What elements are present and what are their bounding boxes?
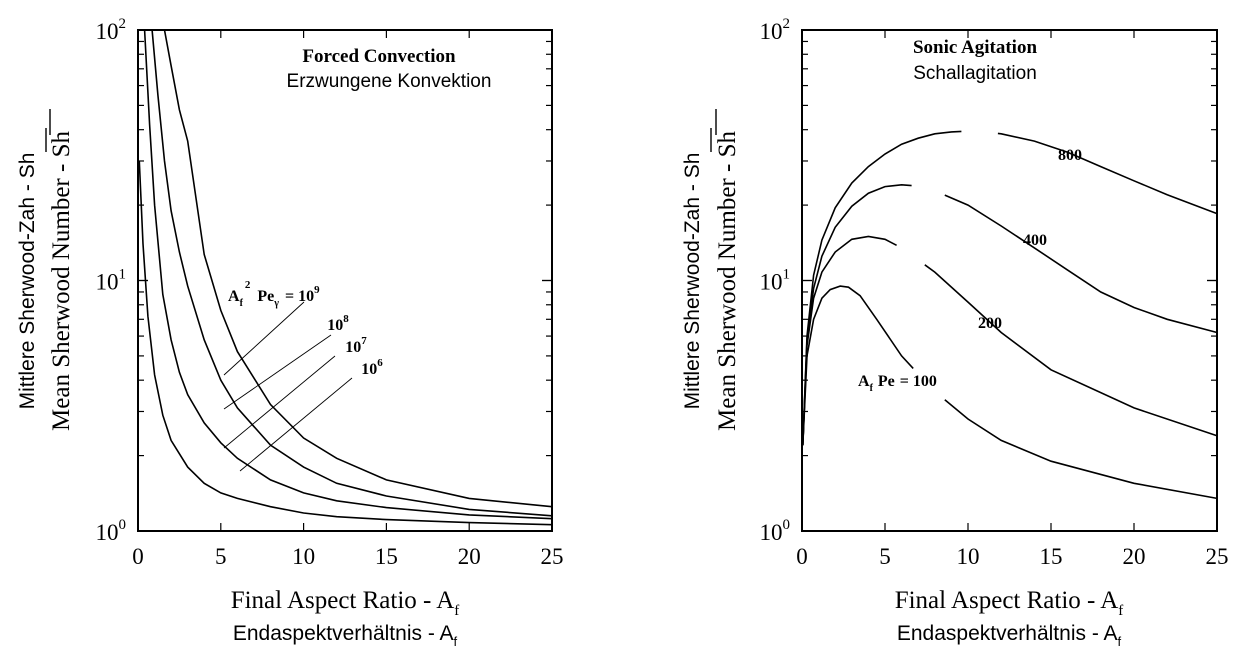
series-labels: 800 400 200 bbox=[978, 147, 1082, 332]
y-tick-label: 102 bbox=[760, 16, 791, 44]
x-tick-label: 10 bbox=[292, 544, 315, 569]
series-curve bbox=[802, 183, 912, 446]
series-label: 800 bbox=[1058, 147, 1082, 164]
series-curve bbox=[138, 160, 553, 526]
series-label: 108 bbox=[327, 313, 349, 334]
curves bbox=[138, 29, 553, 526]
chart-subtitle: Erzwungene Konvektion bbox=[287, 71, 492, 92]
x-tick-labels: 0 5 10 15 20 25 bbox=[132, 544, 563, 569]
param-eq: = 10 bbox=[285, 288, 314, 305]
y-axis-label: Mean Sherwood Number - Sh bbox=[48, 131, 75, 431]
x-tick-labels: 0 5 10 15 20 25 bbox=[796, 544, 1228, 569]
sonic-agitation-chart: 0 5 10 15 20 25 100 101 102 800 400 200 Sonic Agi… bbox=[681, 16, 1229, 646]
param-a: A bbox=[858, 373, 870, 390]
series-curve bbox=[802, 235, 897, 446]
y-tick-labels: 100 101 102 bbox=[96, 16, 127, 545]
y-axis-label-de-group: Mittlere Sherwood-Zah - Sh bbox=[16, 153, 39, 410]
y-axis-label-de: Mittlere Sherwood-Zah - Sh bbox=[681, 153, 704, 410]
param-pe-sub: γ bbox=[273, 298, 279, 309]
curves bbox=[802, 130, 1218, 500]
series-curve bbox=[151, 29, 553, 517]
x-axis-label: Final Aspect Ratio - Af bbox=[895, 587, 1124, 619]
y-tick-label: 102 bbox=[96, 16, 127, 44]
y-axis-label-en: Mean Sherwood Number - Sh bbox=[48, 131, 75, 431]
param-a-sup: 2 bbox=[245, 279, 251, 291]
series-curve bbox=[802, 285, 914, 446]
series-curve bbox=[997, 132, 1218, 215]
series-curve bbox=[163, 29, 553, 508]
x-tick-label: 5 bbox=[879, 544, 891, 569]
param-eq: = 100 bbox=[900, 373, 937, 390]
leader-line bbox=[223, 334, 332, 410]
series-curve bbox=[944, 194, 1218, 334]
axis-ticks bbox=[137, 29, 553, 532]
leader-line bbox=[223, 301, 305, 376]
y-axis-label-de: Mittlere Sherwood-Zah - Sh bbox=[16, 153, 39, 410]
chart-subtitle: Schallagitation bbox=[913, 63, 1037, 84]
param-label: Af Pe = 100 bbox=[858, 373, 937, 394]
chart-title: Forced Convection bbox=[302, 46, 456, 67]
series-curve bbox=[143, 29, 553, 520]
x-tick-label: 25 bbox=[1206, 544, 1229, 569]
curve-label-leaders bbox=[223, 301, 353, 472]
plot-frame bbox=[137, 29, 553, 532]
y-tick-label: 101 bbox=[96, 267, 127, 295]
x-tick-label: 0 bbox=[132, 544, 144, 569]
y-axis-label-en: Mean Sherwood Number - Sh bbox=[714, 131, 741, 431]
x-tick-label: 25 bbox=[541, 544, 564, 569]
x-axis-label-de: Endaspektverhältnis - Af bbox=[233, 622, 458, 646]
x-axis-label: Final Aspect Ratio - Af bbox=[231, 587, 460, 619]
series-label: 200 bbox=[978, 315, 1002, 332]
axis-ticks bbox=[801, 29, 1218, 532]
series-label: 107 bbox=[345, 335, 367, 356]
y-tick-label: 100 bbox=[96, 517, 127, 545]
plot-frame bbox=[801, 29, 1218, 532]
param-eq-sup: 9 bbox=[314, 284, 320, 296]
series-curve bbox=[802, 130, 962, 446]
x-tick-label: 20 bbox=[1123, 544, 1146, 569]
param-pe: Pe bbox=[257, 288, 274, 305]
series-curve bbox=[944, 399, 1218, 500]
param-label: Af2 Peγ = 109 bbox=[228, 279, 320, 309]
param-a-sub: f bbox=[870, 383, 874, 394]
y-tick-label: 101 bbox=[760, 267, 791, 295]
x-tick-label: 5 bbox=[215, 544, 227, 569]
x-tick-label: 15 bbox=[375, 544, 398, 569]
chart-title: Sonic Agitation bbox=[913, 37, 1037, 58]
leader-line bbox=[239, 377, 353, 472]
param-a: A bbox=[228, 288, 240, 305]
y-tick-labels: 100 101 102 bbox=[760, 16, 791, 545]
series-curve bbox=[924, 264, 1218, 437]
x-axis-label-de: Endaspektverhältnis - Af bbox=[897, 622, 1122, 646]
leader-line bbox=[223, 355, 336, 449]
x-tick-label: 0 bbox=[796, 544, 808, 569]
series-label: 106 bbox=[361, 357, 383, 378]
y-tick-label: 100 bbox=[760, 517, 791, 545]
x-tick-label: 10 bbox=[957, 544, 980, 569]
x-tick-label: 15 bbox=[1040, 544, 1063, 569]
forced-convection-chart: 0 5 10 15 20 25 100 101 102 Forced Convection E… bbox=[16, 16, 564, 646]
series-label: 400 bbox=[1023, 232, 1047, 249]
param-a-sub: f bbox=[240, 298, 244, 309]
y-axis-label-de-group: Mittlere Sherwood-Zah - Sh bbox=[681, 153, 704, 410]
plot-area: 0 5 10 15 20 25 100 101 102 bbox=[96, 16, 564, 569]
param-pe: Pe bbox=[878, 373, 895, 390]
y-axis-label: Mean Sherwood Number - Sh bbox=[714, 131, 741, 431]
plot-area: 0 5 10 15 20 25 100 101 102 800 400 200 bbox=[760, 16, 1229, 569]
x-tick-label: 20 bbox=[458, 544, 481, 569]
